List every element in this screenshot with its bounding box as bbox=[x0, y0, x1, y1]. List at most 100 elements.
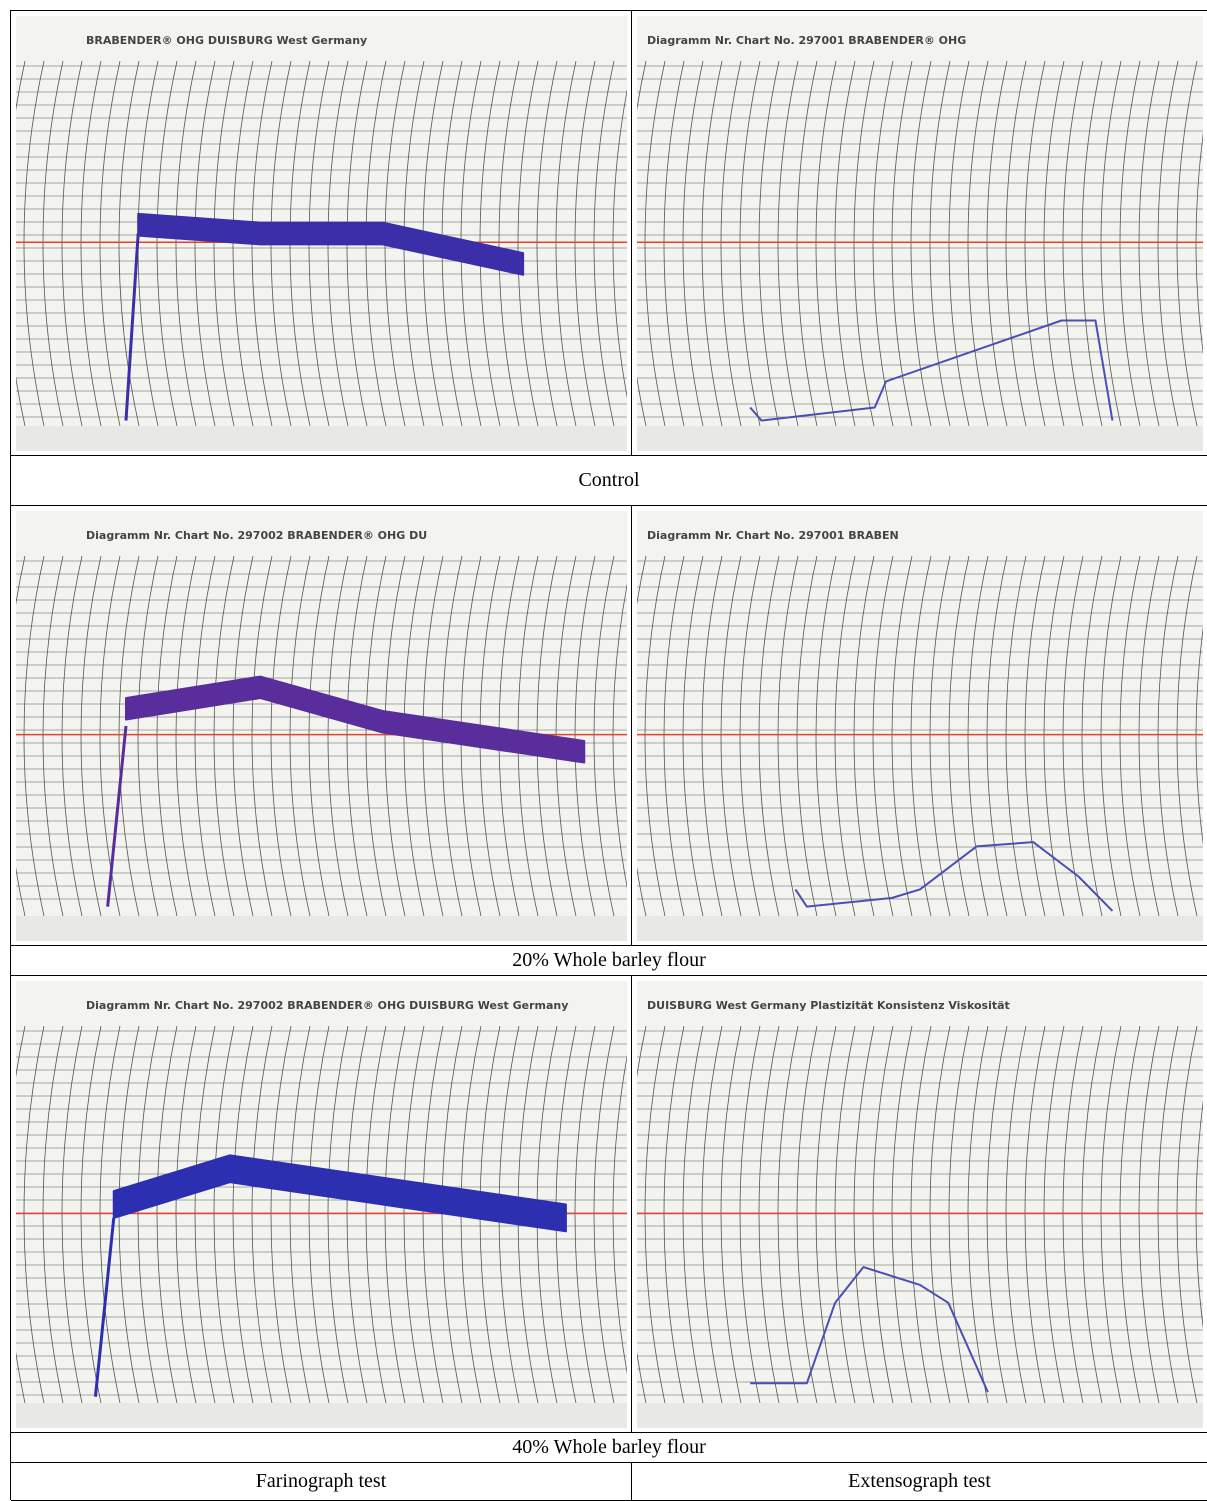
image-cell: Diagramm Nr. Chart No. 297001 BRABEN bbox=[632, 506, 1207, 946]
paper-arc bbox=[1157, 60, 1178, 426]
caption: Control bbox=[11, 456, 1207, 506]
footer-strip bbox=[15, 1402, 627, 1428]
paper-arc bbox=[986, 555, 1007, 916]
paper-arc bbox=[1176, 555, 1197, 916]
chart-photo: DUISBURG West Germany Plastizität Konsis… bbox=[636, 980, 1203, 1428]
paper-arc bbox=[929, 60, 950, 426]
paper-arc bbox=[1043, 60, 1064, 426]
footer-strip bbox=[15, 915, 627, 941]
curve-rise bbox=[93, 1217, 115, 1397]
paper-arc bbox=[948, 555, 969, 916]
paper-arc bbox=[270, 555, 291, 916]
footer-strip bbox=[636, 425, 1203, 451]
paper-arc bbox=[289, 1025, 310, 1403]
paper-arc bbox=[574, 555, 595, 916]
paper-arc bbox=[1024, 60, 1045, 426]
paper-arc bbox=[986, 1025, 1007, 1403]
paper-arc bbox=[1176, 60, 1197, 426]
paper-arc bbox=[232, 1025, 253, 1403]
paper-arc bbox=[720, 1025, 741, 1403]
paper-arc bbox=[1005, 555, 1026, 916]
paper-arc bbox=[967, 60, 988, 426]
paper-arc bbox=[175, 1025, 196, 1403]
paper-arc bbox=[1043, 1025, 1064, 1403]
column-label: Farinograph test bbox=[11, 1463, 632, 1501]
paper-arc bbox=[910, 60, 931, 426]
paper-arc bbox=[834, 555, 855, 916]
paper-arc bbox=[1138, 1025, 1159, 1403]
paper-arc bbox=[61, 1025, 82, 1403]
caption: 20% Whole barley flour bbox=[11, 946, 1207, 976]
paper-arc bbox=[910, 555, 931, 916]
paper-arc bbox=[365, 555, 386, 916]
paper-arc bbox=[42, 1025, 63, 1403]
paper-arc bbox=[593, 555, 614, 916]
paper-arc bbox=[815, 60, 836, 426]
paper-arc bbox=[834, 1025, 855, 1403]
image-cell: Diagramm Nr. Chart No. 297002 BRABENDER®… bbox=[11, 506, 632, 946]
paper-arc bbox=[308, 1025, 329, 1403]
paper-arc bbox=[232, 60, 253, 426]
curve-rise bbox=[123, 232, 140, 421]
chart-header: BRABENDER® OHG DUISBURG West Germany bbox=[86, 34, 367, 47]
paper-arc bbox=[498, 60, 519, 426]
header-strip bbox=[15, 15, 627, 58]
paper-arc bbox=[796, 60, 817, 426]
paper-arc bbox=[1176, 1025, 1197, 1403]
paper-arc bbox=[232, 555, 253, 916]
paper-arc bbox=[967, 555, 988, 916]
paper-arc bbox=[853, 1025, 874, 1403]
paper-arc bbox=[834, 60, 855, 426]
paper-arc bbox=[23, 1025, 44, 1403]
paper-arc bbox=[777, 1025, 798, 1403]
paper-arc bbox=[967, 1025, 988, 1403]
curve bbox=[748, 319, 1113, 422]
paper-arc bbox=[758, 1025, 779, 1403]
paper-arc bbox=[346, 1025, 367, 1403]
chart-header: Diagramm Nr. Chart No. 297001 BRABEN bbox=[647, 529, 899, 542]
paper-arc bbox=[194, 1025, 215, 1403]
paper-arc bbox=[777, 555, 798, 916]
paper-arc bbox=[1081, 1025, 1102, 1403]
curve bbox=[794, 840, 1113, 912]
paper-arc bbox=[929, 555, 950, 916]
paper-arc bbox=[1119, 60, 1140, 426]
paper-arc bbox=[644, 555, 665, 916]
paper-arc bbox=[1062, 555, 1083, 916]
paper-arc bbox=[644, 1025, 665, 1403]
paper-arc bbox=[213, 555, 234, 916]
chart-header: Diagramm Nr. Chart No. 297002 BRABENDER®… bbox=[86, 999, 568, 1012]
paper-arc bbox=[1157, 555, 1178, 916]
paper-arc bbox=[853, 555, 874, 916]
paper-arc bbox=[1081, 555, 1102, 916]
paper-arc bbox=[910, 1025, 931, 1403]
paper-arc bbox=[948, 1025, 969, 1403]
paper-arc bbox=[612, 88, 627, 398]
paper-arc bbox=[441, 1025, 462, 1403]
paper-arc bbox=[872, 1025, 893, 1403]
paper-arc bbox=[612, 1054, 627, 1374]
paper-arc bbox=[739, 555, 760, 916]
paper-arc bbox=[853, 60, 874, 426]
paper-arc bbox=[156, 1025, 177, 1403]
footer-strip bbox=[636, 1402, 1203, 1428]
paper-arc bbox=[23, 555, 44, 916]
header-strip bbox=[636, 510, 1203, 553]
curve-rise bbox=[105, 725, 127, 907]
paper-arc bbox=[1062, 60, 1083, 426]
chart-photo: Diagramm Nr. Chart No. 297001 BRABENDER®… bbox=[636, 15, 1203, 451]
paper-arc bbox=[1024, 555, 1045, 916]
paper-arc bbox=[720, 555, 741, 916]
paper-arc bbox=[1100, 555, 1121, 916]
paper-arc bbox=[1062, 1025, 1083, 1403]
paper-arc bbox=[663, 1025, 684, 1403]
paper-arc bbox=[99, 60, 120, 426]
paper-arc bbox=[739, 1025, 760, 1403]
paper-arc bbox=[61, 60, 82, 426]
paper-arc bbox=[986, 60, 1007, 426]
chart-photo: Diagramm Nr. Chart No. 297002 BRABENDER®… bbox=[15, 980, 627, 1428]
paper-arc bbox=[682, 555, 703, 916]
paper-arc bbox=[118, 555, 139, 916]
paper-arc bbox=[891, 555, 912, 916]
paper-arc bbox=[422, 1025, 443, 1403]
